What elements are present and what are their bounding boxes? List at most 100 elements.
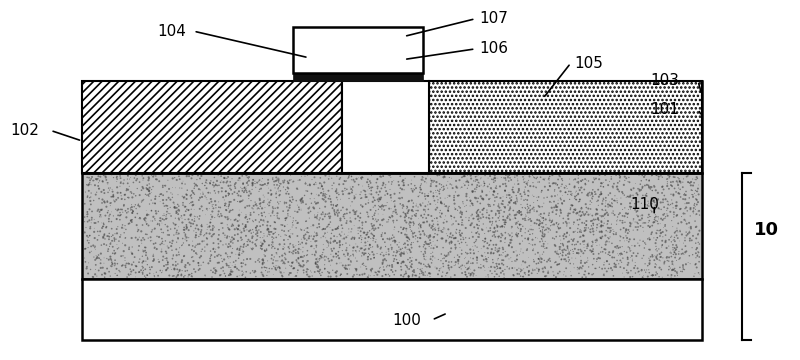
Point bbox=[570, 211, 583, 216]
Point bbox=[630, 181, 642, 186]
Point bbox=[300, 218, 313, 224]
Point bbox=[110, 230, 123, 236]
Point bbox=[536, 233, 549, 238]
Point bbox=[393, 239, 406, 245]
Point bbox=[669, 175, 682, 180]
Point bbox=[538, 195, 550, 201]
Point bbox=[658, 260, 670, 266]
Point bbox=[242, 193, 255, 198]
Point bbox=[451, 207, 464, 213]
Point bbox=[143, 191, 156, 197]
Point bbox=[483, 189, 496, 195]
Point bbox=[170, 208, 182, 214]
Point bbox=[222, 183, 235, 189]
Point bbox=[126, 209, 139, 215]
Point bbox=[338, 211, 351, 217]
Point bbox=[497, 213, 510, 219]
Point bbox=[616, 207, 629, 212]
Point bbox=[419, 177, 432, 183]
Point bbox=[110, 175, 123, 181]
Point bbox=[266, 175, 279, 181]
Point bbox=[364, 235, 377, 241]
Point bbox=[571, 229, 584, 235]
Point bbox=[159, 222, 172, 228]
Point bbox=[283, 246, 296, 252]
Point bbox=[214, 253, 227, 258]
Point bbox=[106, 244, 119, 249]
Point bbox=[185, 175, 198, 181]
Point bbox=[118, 230, 130, 235]
Point bbox=[336, 225, 349, 231]
Point bbox=[126, 219, 138, 225]
Point bbox=[661, 258, 674, 264]
Point bbox=[326, 183, 338, 188]
Point bbox=[232, 222, 245, 228]
Point bbox=[570, 193, 583, 198]
Point bbox=[674, 179, 686, 185]
Point bbox=[290, 218, 302, 224]
Point bbox=[330, 234, 343, 240]
Point bbox=[199, 180, 212, 185]
Point bbox=[114, 217, 126, 222]
Point bbox=[616, 218, 629, 224]
Point bbox=[365, 269, 378, 275]
Point bbox=[499, 175, 512, 181]
Point bbox=[348, 236, 361, 242]
Point bbox=[338, 186, 351, 192]
Point bbox=[481, 210, 494, 215]
Point bbox=[378, 230, 391, 236]
Point bbox=[246, 268, 259, 274]
Point bbox=[484, 195, 497, 201]
Point bbox=[642, 220, 654, 225]
Point bbox=[294, 264, 307, 269]
Point bbox=[369, 217, 382, 223]
Point bbox=[245, 198, 258, 203]
Point bbox=[332, 226, 345, 231]
Point bbox=[122, 271, 135, 277]
Point bbox=[555, 176, 568, 182]
Point bbox=[183, 262, 196, 267]
Point bbox=[589, 266, 602, 271]
Point bbox=[614, 238, 626, 244]
Point bbox=[340, 178, 353, 184]
Point bbox=[466, 182, 478, 188]
Point bbox=[451, 257, 464, 263]
Point bbox=[331, 202, 344, 208]
Point bbox=[582, 257, 594, 263]
Point bbox=[475, 188, 488, 193]
Point bbox=[520, 217, 533, 223]
Point bbox=[286, 179, 298, 185]
Point bbox=[534, 213, 547, 219]
Point bbox=[574, 208, 586, 214]
Point bbox=[391, 260, 404, 266]
Point bbox=[170, 210, 183, 215]
Point bbox=[665, 192, 678, 197]
Point bbox=[626, 192, 639, 198]
Point bbox=[618, 177, 631, 183]
Point bbox=[518, 189, 530, 195]
Point bbox=[422, 202, 434, 208]
Point bbox=[557, 233, 570, 239]
Point bbox=[338, 265, 351, 270]
Point bbox=[314, 253, 326, 259]
Point bbox=[231, 231, 244, 237]
Point bbox=[284, 198, 297, 204]
Point bbox=[406, 272, 419, 278]
Point bbox=[470, 273, 482, 278]
Point bbox=[231, 190, 244, 196]
Point bbox=[241, 227, 254, 233]
Point bbox=[459, 225, 472, 231]
Point bbox=[214, 265, 227, 271]
Point bbox=[191, 214, 204, 220]
Point bbox=[106, 194, 119, 199]
Point bbox=[594, 183, 607, 189]
Point bbox=[528, 220, 541, 226]
Point bbox=[674, 194, 687, 200]
Point bbox=[150, 177, 163, 183]
Point bbox=[629, 263, 642, 269]
Point bbox=[239, 215, 252, 221]
Point bbox=[412, 194, 425, 199]
Point bbox=[590, 225, 603, 230]
Point bbox=[372, 198, 385, 204]
Point bbox=[650, 254, 662, 260]
